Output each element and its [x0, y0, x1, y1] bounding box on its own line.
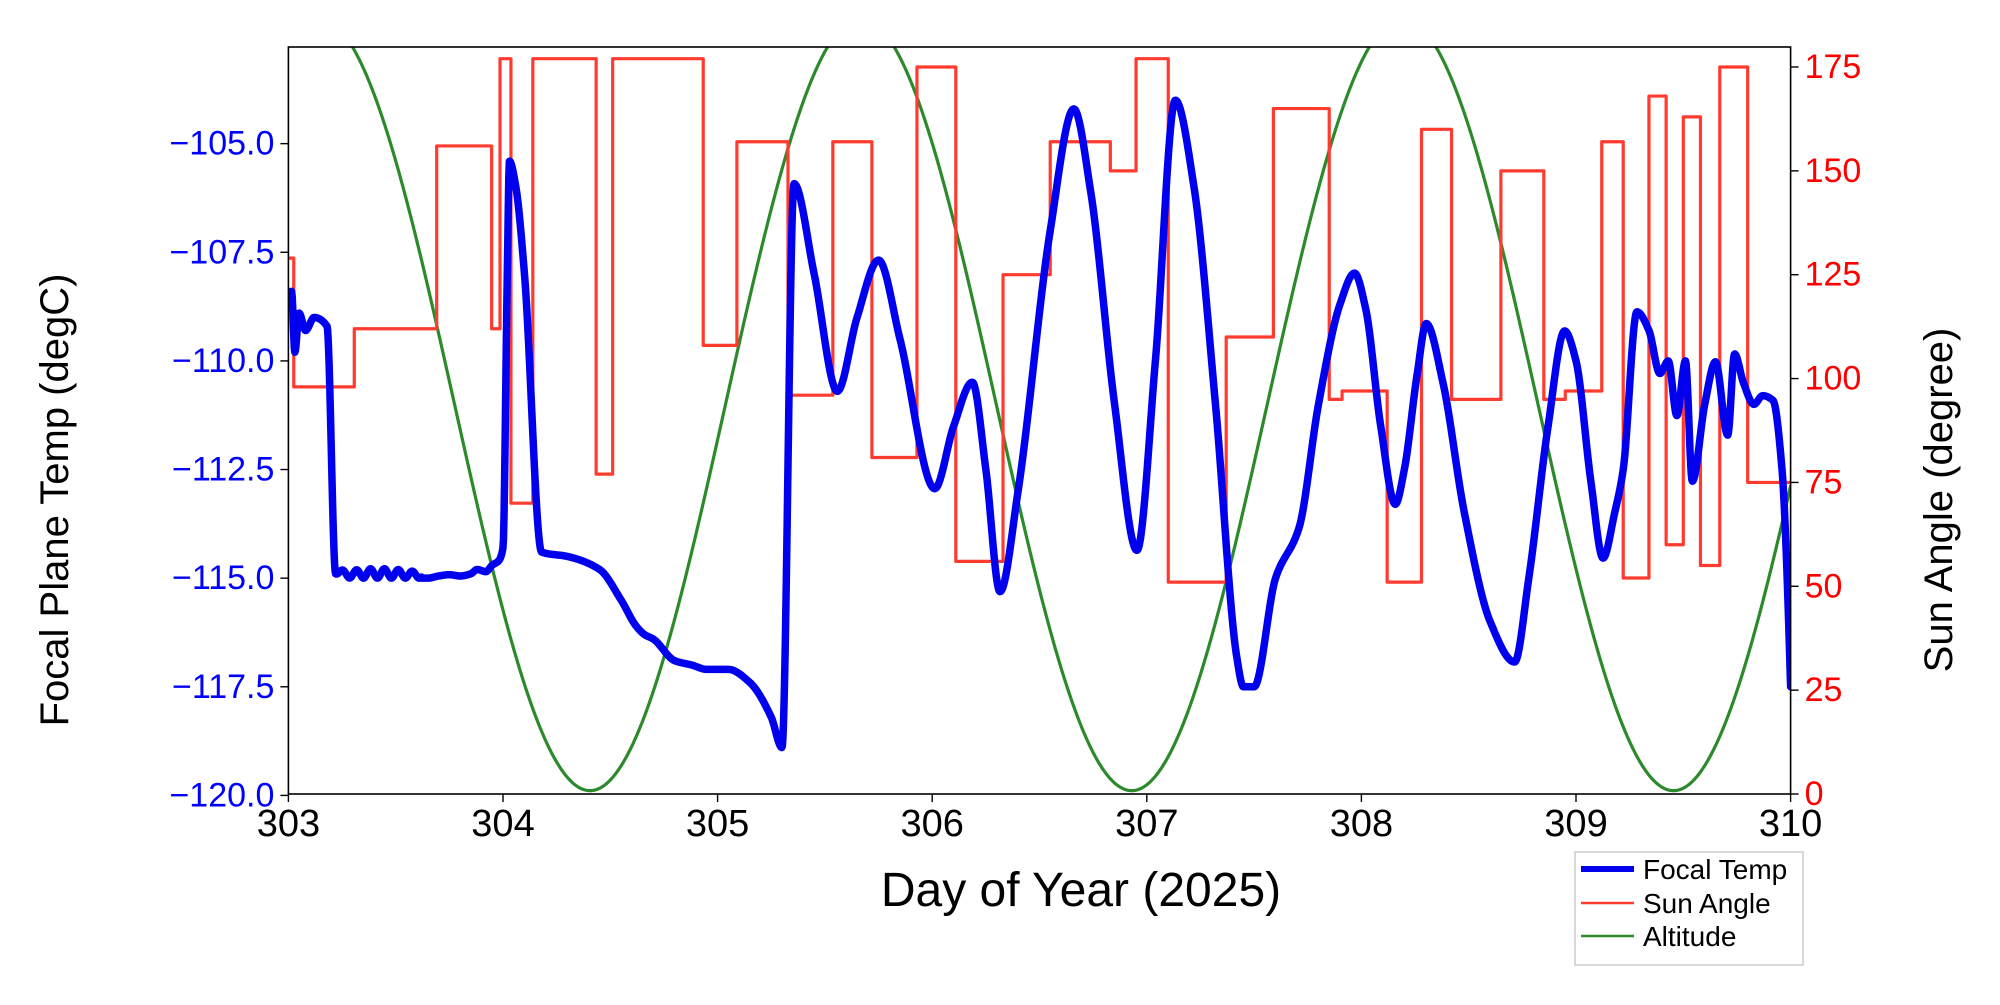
svg-text:100: 100 — [1805, 360, 1862, 398]
svg-text:Altitude: Altitude — [1643, 921, 1736, 952]
svg-text:−110.0: −110.0 — [172, 342, 274, 380]
svg-text:−117.5: −117.5 — [172, 668, 274, 706]
svg-text:−112.5: −112.5 — [172, 451, 274, 489]
svg-text:150: 150 — [1805, 152, 1862, 190]
svg-text:−115.0: −115.0 — [172, 559, 274, 597]
svg-text:308: 308 — [1330, 803, 1393, 845]
svg-text:Focal Temp: Focal Temp — [1643, 854, 1787, 885]
svg-text:Sun Angle (degree): Sun Angle (degree) — [1917, 328, 1961, 673]
svg-text:−107.5: −107.5 — [169, 233, 274, 271]
svg-text:75: 75 — [1805, 463, 1843, 501]
svg-text:309: 309 — [1544, 803, 1607, 845]
svg-text:−105.0: −105.0 — [169, 125, 274, 163]
svg-text:307: 307 — [1115, 803, 1178, 845]
svg-text:125: 125 — [1805, 256, 1862, 294]
svg-text:304: 304 — [471, 803, 534, 845]
svg-text:310: 310 — [1759, 803, 1822, 845]
svg-text:306: 306 — [900, 803, 963, 845]
svg-text:50: 50 — [1805, 567, 1843, 605]
svg-text:25: 25 — [1805, 671, 1843, 709]
svg-text:175: 175 — [1805, 48, 1862, 86]
svg-text:303: 303 — [257, 803, 320, 845]
svg-text:Day of Year (2025): Day of Year (2025) — [881, 864, 1281, 917]
svg-text:Sun Angle: Sun Angle — [1643, 888, 1771, 919]
svg-text:Focal Plane Temp (degC): Focal Plane Temp (degC) — [33, 274, 77, 727]
svg-text:305: 305 — [686, 803, 749, 845]
